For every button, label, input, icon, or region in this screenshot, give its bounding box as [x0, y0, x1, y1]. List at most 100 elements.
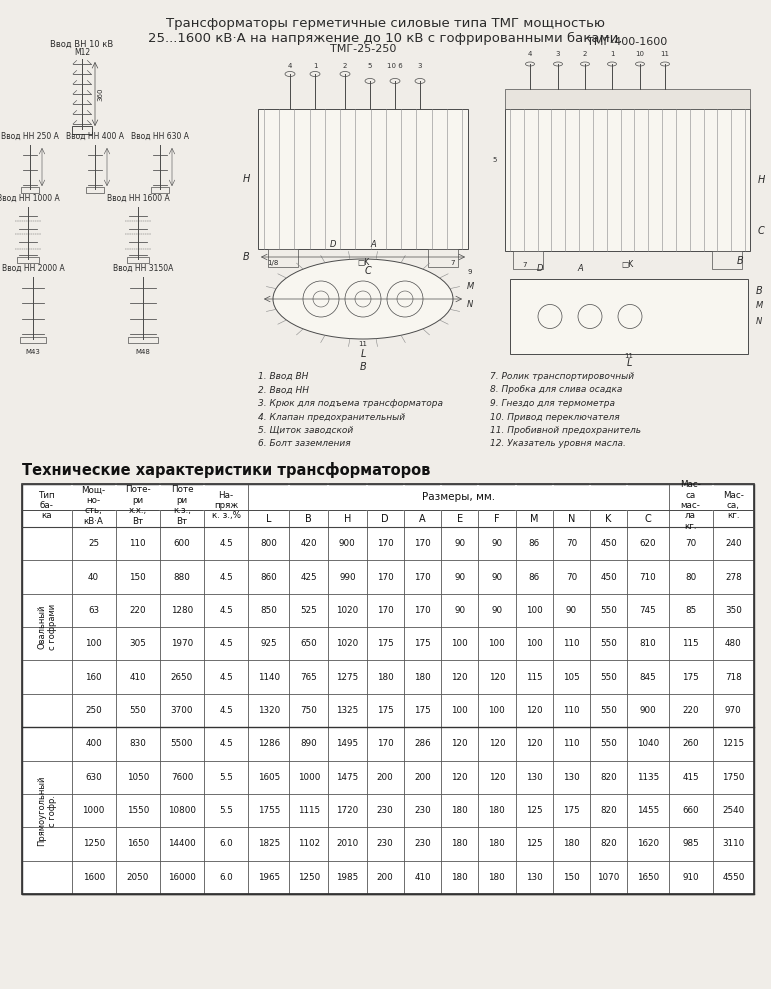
Text: ТМГ-25-250: ТМГ-25-250 [330, 44, 396, 54]
Text: 100: 100 [489, 706, 505, 715]
Text: 525: 525 [301, 606, 317, 615]
Ellipse shape [310, 71, 320, 76]
Text: 130: 130 [526, 873, 543, 882]
Text: 100: 100 [489, 639, 505, 648]
Text: 120: 120 [489, 772, 505, 781]
Text: 600: 600 [173, 539, 190, 548]
Text: 2. Ввод НН: 2. Ввод НН [258, 386, 309, 395]
Text: L: L [266, 513, 271, 523]
Ellipse shape [554, 62, 563, 66]
Text: 90: 90 [454, 573, 465, 582]
Text: 260: 260 [682, 740, 699, 749]
Text: 1550: 1550 [126, 806, 149, 815]
Text: 5: 5 [368, 63, 372, 69]
Text: Тип
ба-
ка: Тип ба- ка [39, 491, 55, 520]
Bar [712, 251, 742, 269]
Text: 9: 9 [467, 269, 472, 275]
Text: 820: 820 [600, 772, 617, 781]
Text: 125: 125 [526, 840, 543, 849]
Text: 6.0: 6.0 [219, 873, 233, 882]
Text: 90: 90 [491, 606, 503, 615]
Text: 1325: 1325 [336, 706, 359, 715]
Text: 11: 11 [661, 51, 669, 57]
Text: 1250: 1250 [298, 873, 320, 882]
Text: Трансформаторы герметичные силовые типа ТМГ мощностью: Трансформаторы герметичные силовые типа … [166, 17, 604, 30]
Text: 90: 90 [491, 573, 503, 582]
Text: Ввод НН 1000 А: Ввод НН 1000 А [0, 194, 59, 203]
Text: Овальный
с гофрами: Овальный с гофрами [37, 604, 56, 650]
Text: N: N [467, 300, 473, 309]
Bar [510, 279, 748, 354]
Text: 880: 880 [173, 573, 190, 582]
Text: 1650: 1650 [126, 840, 149, 849]
Ellipse shape [340, 71, 350, 76]
Text: 1286: 1286 [258, 740, 280, 749]
Text: 180: 180 [451, 806, 468, 815]
Text: 620: 620 [639, 539, 656, 548]
Text: 115: 115 [682, 639, 699, 648]
Text: 230: 230 [414, 840, 431, 849]
Text: 360: 360 [97, 87, 103, 101]
Bar [268, 249, 298, 267]
Text: 180: 180 [489, 840, 505, 849]
Text: 1985: 1985 [336, 873, 359, 882]
Text: 420: 420 [301, 539, 317, 548]
Text: 710: 710 [639, 573, 656, 582]
Ellipse shape [635, 62, 645, 66]
Text: 180: 180 [451, 873, 468, 882]
Text: 120: 120 [451, 740, 468, 749]
Text: 3700: 3700 [170, 706, 194, 715]
Text: 1020: 1020 [336, 639, 359, 648]
Text: Поте
ри
к.з.,
Вт: Поте ри к.з., Вт [170, 486, 194, 525]
Text: 70: 70 [685, 539, 696, 548]
Text: 1215: 1215 [722, 740, 744, 749]
Text: 1320: 1320 [258, 706, 280, 715]
Text: 1600: 1600 [82, 873, 105, 882]
Text: 1040: 1040 [637, 740, 659, 749]
Text: 850: 850 [261, 606, 278, 615]
Bar [505, 109, 750, 251]
Text: 7: 7 [523, 262, 527, 268]
Text: 115: 115 [526, 673, 543, 681]
Ellipse shape [365, 78, 375, 83]
Text: 4.5: 4.5 [219, 706, 233, 715]
Text: 630: 630 [86, 772, 102, 781]
Text: 1970: 1970 [171, 639, 193, 648]
Text: 70: 70 [566, 573, 577, 582]
Text: 5. Щиток заводской: 5. Щиток заводской [258, 426, 353, 435]
Text: 425: 425 [301, 573, 317, 582]
Text: 100: 100 [451, 639, 468, 648]
Text: 1000: 1000 [82, 806, 105, 815]
Text: 6.0: 6.0 [219, 840, 233, 849]
Text: 2: 2 [343, 63, 347, 69]
Text: 1755: 1755 [258, 806, 280, 815]
Text: M: M [467, 282, 474, 291]
Text: Ввод НН 2000 А: Ввод НН 2000 А [2, 264, 64, 273]
Text: 890: 890 [301, 740, 317, 749]
Text: 230: 230 [377, 806, 394, 815]
Bar [21, 187, 39, 193]
Text: 170: 170 [377, 573, 394, 582]
Text: B: B [305, 513, 312, 523]
Text: 400: 400 [86, 740, 102, 749]
Text: 800: 800 [261, 539, 278, 548]
Text: 4.5: 4.5 [219, 539, 233, 548]
Text: 90: 90 [566, 606, 577, 615]
Text: M: M [756, 302, 763, 311]
Text: 90: 90 [491, 539, 503, 548]
Text: 450: 450 [600, 573, 617, 582]
Bar [22, 484, 754, 894]
Text: 14400: 14400 [168, 840, 196, 849]
Text: Ввод НН 250 А: Ввод НН 250 А [1, 132, 59, 141]
Text: M: M [530, 513, 538, 523]
Text: 170: 170 [414, 606, 431, 615]
Text: 86: 86 [529, 539, 540, 548]
Text: 650: 650 [301, 639, 317, 648]
Text: 180: 180 [451, 840, 468, 849]
Text: F: F [494, 513, 500, 523]
Text: 305: 305 [130, 639, 146, 648]
Text: Прямоугольный
с гофр.: Прямоугольный с гофр. [37, 775, 56, 846]
Text: 180: 180 [489, 873, 505, 882]
Text: D: D [537, 264, 544, 273]
Ellipse shape [608, 62, 617, 66]
